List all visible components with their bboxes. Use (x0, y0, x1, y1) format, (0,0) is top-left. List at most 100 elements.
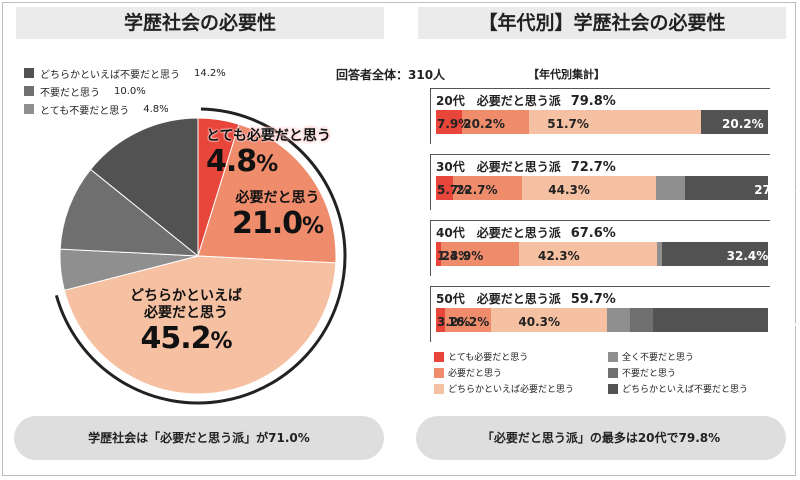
group-frame (430, 220, 770, 281)
seg-necessary (453, 176, 522, 200)
seg-somewhat-necessary (491, 308, 607, 332)
slice-name: 必要だと思う (235, 190, 320, 206)
legend-label: とても不要だと思う (40, 105, 130, 117)
bar-label: 40.3% (518, 315, 561, 329)
age-label: 40代 (436, 226, 465, 240)
slice-name: どちらかといえば (130, 288, 242, 304)
legend-label: 不要だと思う (40, 87, 100, 99)
bar-legend-item: どちらかといえば必要だと思う (434, 382, 574, 395)
legend-swatch (434, 383, 444, 394)
legend-swatch (608, 367, 618, 378)
bar-label: 40.3% (775, 315, 800, 329)
seg-necessary (440, 242, 519, 266)
seg-somewhat-necessary (521, 176, 657, 200)
right-summary: 「必要だと思う派」の最多は20代で79.8% (416, 416, 786, 460)
seg-unnecessary (629, 308, 653, 332)
group-frame (430, 286, 770, 347)
legend-swatch (608, 383, 618, 394)
pie-legend-item: 不要だと思う 10.0% (24, 82, 226, 100)
slice-unit: % (256, 152, 278, 177)
group-title: 40代 必要だと思う派 67.6% (436, 224, 616, 241)
stacked-bar (436, 308, 768, 332)
seg-very-unnecessary (656, 176, 686, 200)
seg-somewhat-necessary (529, 110, 701, 134)
bar-label: 20.2% (722, 117, 764, 131)
stacked-bar (436, 110, 768, 134)
seg-somewhat-unnecessary (652, 308, 768, 332)
group-title: 50代 必要だと思う派 59.7% (436, 290, 616, 307)
pie-legend: どちらかといえば不要だと思う 14.2% 不要だと思う 10.0% とても不要だ… (24, 64, 226, 118)
bar-label: 22.7% (455, 183, 498, 197)
group-frame-line (430, 220, 431, 276)
slice-value: 21.0 (232, 206, 303, 241)
group-title: 30代 必要だと思う派 72.7% (436, 158, 616, 175)
slice-value: 45.2 (140, 321, 211, 356)
pie-legend-item: とても不要だと思う 4.8% (24, 100, 226, 118)
bar-label: 23.9% (441, 249, 484, 263)
slice-value: 4.8 (206, 144, 257, 179)
seg-very-unnecessary (657, 242, 662, 266)
bar-label: 32.4% (726, 249, 769, 263)
seg-very-unnecessary (606, 308, 630, 332)
legend-value: 4.8% (143, 103, 169, 115)
group-label: 必要だと思う派 (464, 226, 561, 240)
seg-very-necessary (436, 242, 441, 266)
legend-label: 必要だと思う (448, 369, 503, 379)
group-frame (430, 154, 770, 215)
seg-somewhat-unnecessary (685, 176, 769, 200)
group-label: 必要だと思う派 (464, 160, 561, 174)
pie-label-very-necessary: とても必要だと思う 4.8% (206, 128, 331, 182)
slice-unit: % (302, 214, 324, 239)
legend-swatch (434, 367, 444, 378)
left-panel-title: 学歴社会の必要性 (16, 7, 384, 39)
group-total: 59.7% (570, 292, 616, 307)
pie-label-somewhat-necessary: どちらかといえば 必要だと思う 45.2% (130, 288, 242, 359)
bar-legend-item: とても必要だと思う (434, 350, 528, 363)
slice-name: とても必要だと思う (206, 128, 331, 144)
stacked-bar (436, 242, 768, 266)
right-panel-title: 【年代別】学歴社会の必要性 (418, 7, 786, 39)
seg-somewhat-unnecessary (661, 242, 768, 266)
bar-label: 1.4% (437, 249, 471, 263)
bar-label: 20.2% (463, 117, 505, 131)
seg-very-necessary (436, 308, 446, 332)
seg-very-necessary (436, 176, 454, 200)
legend-label: どちらかといえば必要だと思う (448, 385, 575, 395)
legend-swatch (434, 351, 444, 362)
respondents-count: 回答者全体：310人 (336, 68, 446, 82)
right-subtitle: 【年代別集計】 (528, 68, 605, 81)
legend-swatch (24, 104, 34, 114)
group-total: 79.8% (570, 94, 616, 109)
group-label: 必要だと思う派 (464, 292, 561, 306)
age-label: 20代 (436, 94, 465, 108)
bar-label: 27.3% (754, 183, 796, 197)
bar-label: 5.7% (437, 183, 471, 197)
group-frame-line (430, 154, 431, 210)
bar-label: 3.2% (437, 315, 471, 329)
bar-label: 7.9% (437, 117, 471, 131)
age-label: 50代 (436, 292, 465, 306)
seg-very-necessary (436, 110, 463, 134)
legend-label: 不要だと思う (622, 369, 677, 379)
bar-legend-item: どちらかといえば不要だと思う (608, 382, 748, 395)
seg-somewhat-necessary (518, 242, 658, 266)
pie-label-necessary: 必要だと思う 21.0% (232, 190, 324, 244)
stacked-bar (436, 176, 769, 200)
bar-legend-item: 全く不要だと思う (608, 350, 694, 363)
bar-label: 16.2% (447, 315, 490, 329)
age-label: 30代 (436, 160, 465, 174)
legend-label: どちらかといえば不要だと思う (622, 385, 749, 395)
bar-label: 42.3% (537, 249, 580, 263)
bar-legend-item: 必要だと思う (434, 366, 502, 379)
group-frame-line (430, 286, 431, 342)
seg-somewhat-unnecessary (700, 110, 768, 134)
slice-unit: % (210, 329, 232, 354)
legend-swatch (24, 68, 34, 78)
group-total: 72.7% (570, 160, 616, 175)
legend-label: どちらかといえば不要だと思う (40, 69, 180, 81)
legend-label: 全く不要だと思う (622, 353, 695, 363)
pie-legend-item: どちらかといえば不要だと思う 14.2% (24, 64, 226, 82)
seg-necessary (462, 110, 530, 134)
